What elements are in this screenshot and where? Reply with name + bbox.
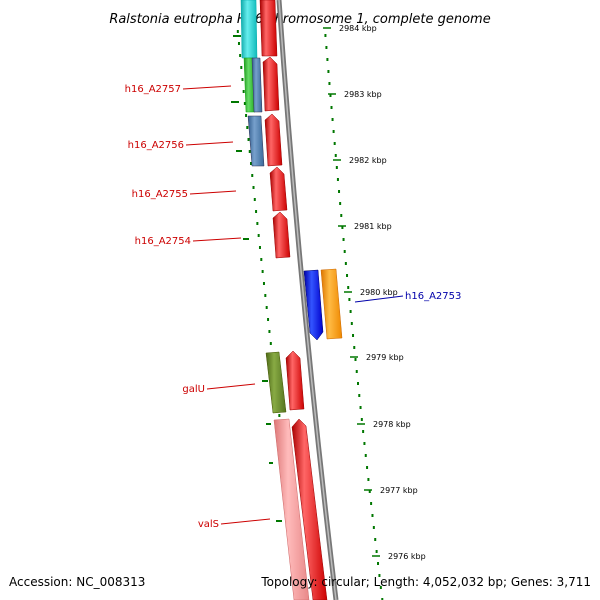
cds-cyan bbox=[240, 0, 258, 59]
cds-red-valS bbox=[291, 418, 328, 600]
cds-red-3 bbox=[264, 113, 283, 167]
gene-labels: h16_A2757 h16_A2756 h16_A2755 h16_A2754 h16_… bbox=[125, 84, 462, 530]
cds-red-5 bbox=[272, 211, 291, 259]
tick-label: 2983 kbp bbox=[344, 90, 382, 99]
tick-label: 2984 kbp bbox=[339, 24, 377, 33]
gene-label-h16_A2754: h16_A2754 bbox=[135, 236, 191, 247]
gene-label-h16_A2757: h16_A2757 bbox=[125, 84, 181, 95]
cds-pink bbox=[273, 418, 310, 600]
tick-label: 2980 kbp bbox=[360, 288, 398, 297]
cds-orange bbox=[320, 268, 343, 340]
scale-ticks: 2984 kbp 2983 kbp 2982 kbp 2981 kbp 2980 kbp… bbox=[323, 24, 426, 561]
accession-text: Accession: NC_008313 bbox=[9, 575, 145, 589]
cds-olive bbox=[265, 351, 287, 414]
cds-red-2 bbox=[262, 56, 280, 112]
tick-label: 2982 kbp bbox=[349, 156, 387, 165]
map-title: Ralstonia eutropha H16 chromosome 1, com… bbox=[109, 12, 490, 27]
cds-red-galU bbox=[285, 350, 305, 411]
cds-steelblue-1 bbox=[251, 57, 263, 113]
tick-label: 2979 kbp bbox=[366, 353, 404, 362]
cds-red-1 bbox=[259, 0, 278, 57]
tick-label: 2976 kbp bbox=[388, 552, 426, 561]
cds-blue-h16_A2753 bbox=[303, 269, 324, 341]
gene-label-h16_A2756: h16_A2756 bbox=[128, 140, 184, 151]
cds-steelblue-2 bbox=[247, 115, 265, 167]
gene-label-h16_A2753: h16_A2753 bbox=[405, 291, 461, 302]
tick-label: 2978 kbp bbox=[373, 420, 411, 429]
gene-label-h16_A2755: h16_A2755 bbox=[132, 189, 188, 200]
tick-label: 2981 kbp bbox=[354, 222, 392, 231]
cds-red-4 bbox=[269, 166, 288, 212]
topology-text: Topology: circular; Length: 4,052,032 bp… bbox=[260, 575, 591, 589]
gene-label-galU: galU bbox=[182, 384, 205, 395]
tick-label: 2977 kbp bbox=[380, 486, 418, 495]
gene-label-valS: valS bbox=[198, 519, 219, 530]
